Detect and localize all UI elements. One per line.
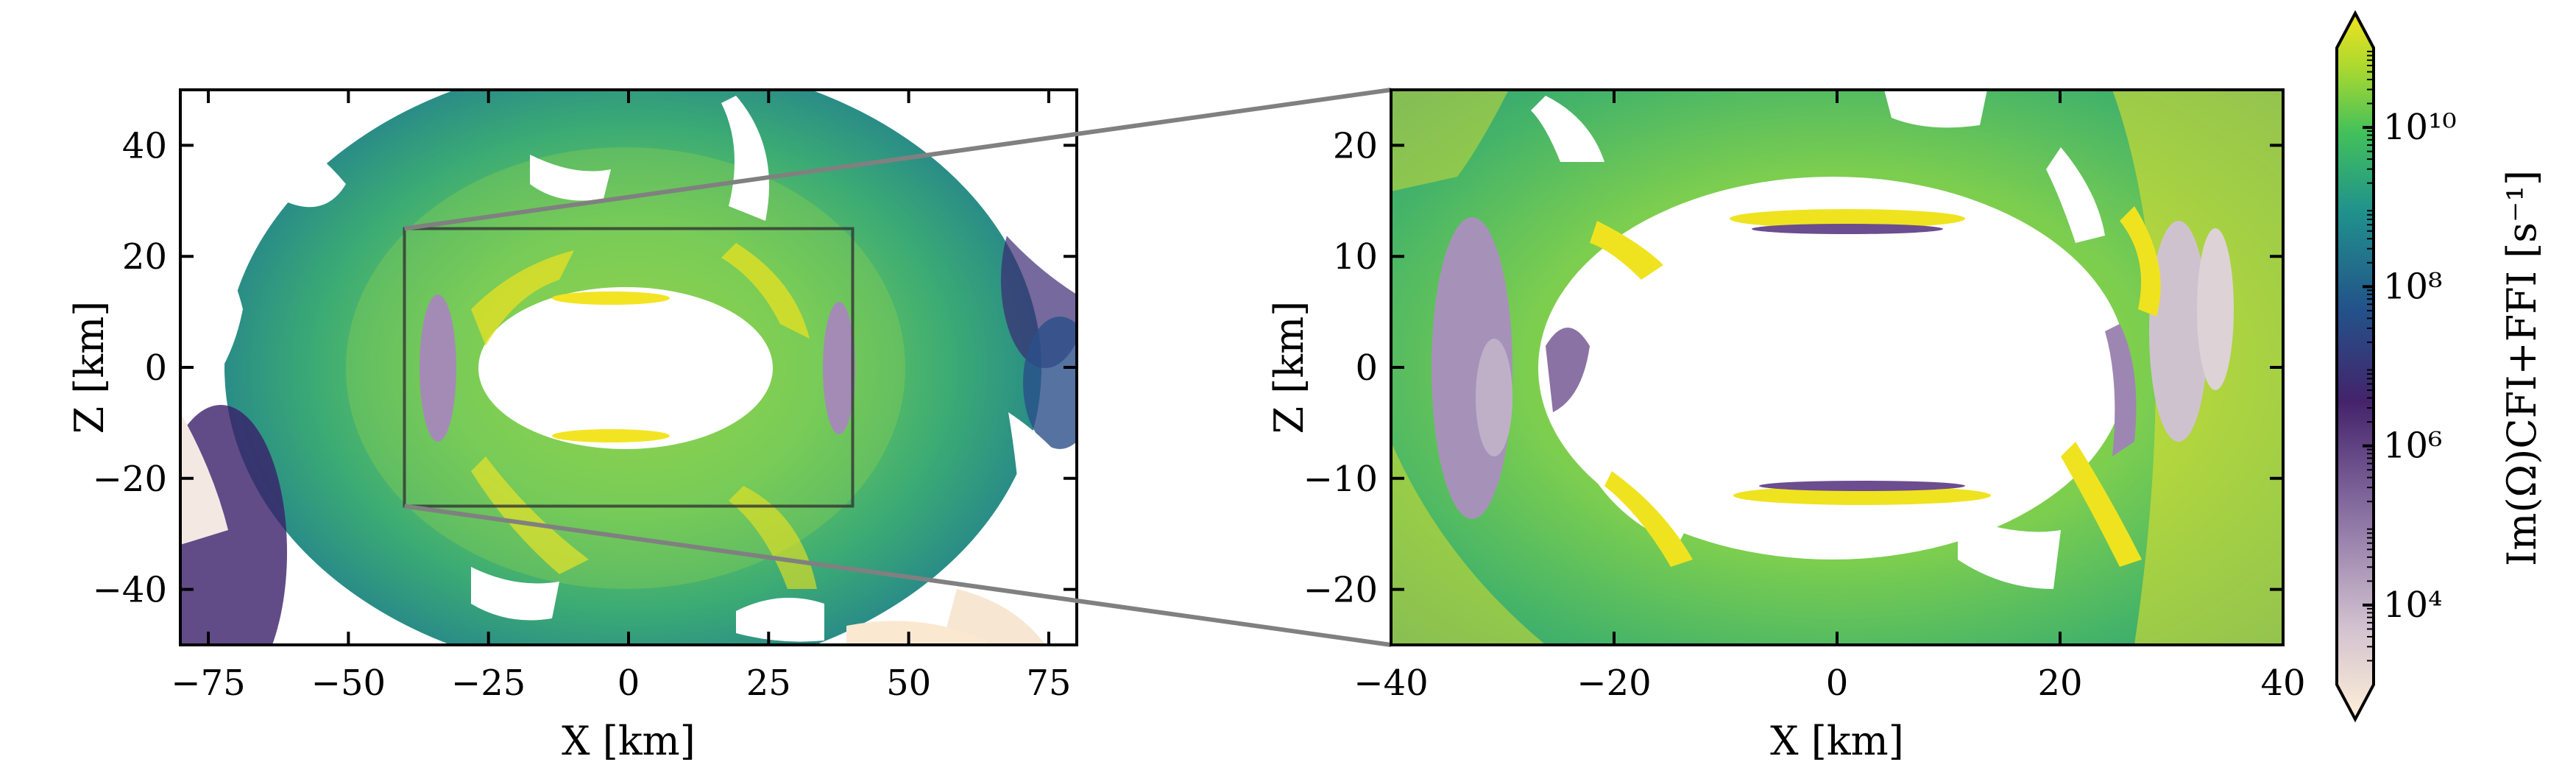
colorbar-tick-label: 10⁴ bbox=[2383, 585, 2442, 626]
left-xlabel: X [km] bbox=[562, 718, 696, 764]
colorbar-ticks: 10⁴ 10⁶ 10⁸ 10¹⁰ bbox=[2363, 50, 2457, 662]
zoom-connectors bbox=[404, 88, 1392, 647]
left-xtick-label: −25 bbox=[451, 663, 526, 704]
left-panel: −75 −50 −25 0 25 50 75 −40 −20 0 20 40 X [km] Z [km… bbox=[66, 88, 1078, 764]
right-ylabel: Z [km] bbox=[1266, 301, 1312, 434]
left-ylabel: Z [km] bbox=[66, 301, 113, 434]
left-xtick-label: 0 bbox=[618, 663, 640, 704]
right-ytick-label: 20 bbox=[1333, 125, 1378, 166]
right-ytick-label: 10 bbox=[1333, 236, 1378, 278]
left-xtick-label: −50 bbox=[311, 663, 386, 704]
right-ytick-label: −20 bbox=[1303, 570, 1378, 611]
right-xtick-label: 0 bbox=[1826, 663, 1849, 704]
left-heatmap bbox=[180, 90, 1077, 645]
left-ytick-label: 40 bbox=[122, 125, 167, 166]
right-ticks: −40 −20 0 20 40 −20 −10 0 10 20 bbox=[1303, 90, 2306, 704]
colorbar-tick-label: 10⁶ bbox=[2383, 426, 2442, 467]
right-xtick-label: 40 bbox=[2260, 663, 2305, 704]
colorbar-label: Im(Ω)CFI+FFI [s⁻¹] bbox=[2499, 170, 2545, 566]
right-panel: −40 −20 0 20 40 −20 −10 0 10 20 X [km] Z [km] bbox=[1266, 88, 2306, 764]
right-xtick-label: −40 bbox=[1354, 663, 1428, 704]
right-xtick-label: 20 bbox=[2037, 663, 2082, 704]
left-ytick-label: −20 bbox=[93, 459, 167, 500]
left-ytick-label: 20 bbox=[122, 236, 167, 278]
right-xlabel: X [km] bbox=[1770, 718, 1904, 764]
right-ytick-label: 0 bbox=[1355, 347, 1378, 389]
left-xtick-label: −75 bbox=[171, 663, 245, 704]
colorbar-tick-label: 10¹⁰ bbox=[2383, 107, 2457, 148]
left-xtick-label: 25 bbox=[746, 663, 791, 704]
inset-box bbox=[403, 227, 854, 508]
left-ytick-label: 0 bbox=[144, 347, 167, 389]
colorbar: 10⁴ 10⁶ 10⁸ 10¹⁰ Im(Ω)CFI+FFI [s⁻¹] bbox=[2335, 10, 2545, 723]
colorbar-tick-label: 10⁸ bbox=[2383, 266, 2442, 307]
left-xtick-label: 50 bbox=[886, 663, 931, 704]
right-xtick-label: −20 bbox=[1577, 663, 1651, 704]
left-ytick-label: −40 bbox=[93, 570, 167, 611]
right-heatmap bbox=[1391, 90, 2283, 645]
left-xtick-label: 75 bbox=[1026, 663, 1071, 704]
right-ytick-label: −10 bbox=[1303, 459, 1378, 500]
left-ticks: −75 −50 −25 0 25 50 75 −40 −20 0 20 40 bbox=[93, 90, 1077, 704]
colorbar-body bbox=[2335, 10, 2375, 723]
